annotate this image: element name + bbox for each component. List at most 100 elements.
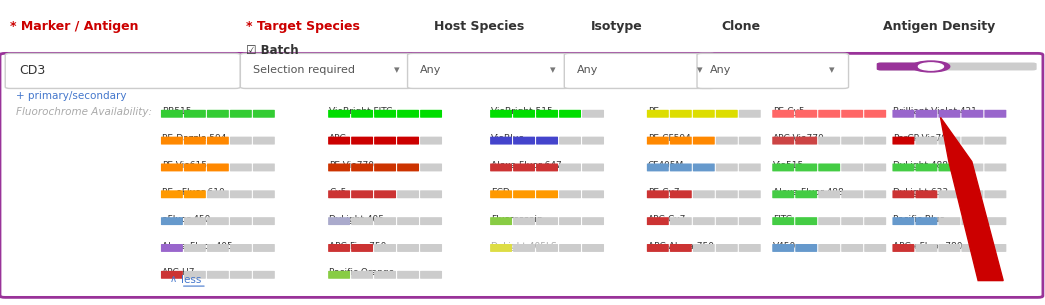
FancyBboxPatch shape [559, 110, 581, 118]
FancyBboxPatch shape [647, 137, 669, 145]
Text: ▾: ▾ [830, 65, 835, 75]
FancyBboxPatch shape [184, 137, 206, 145]
FancyBboxPatch shape [693, 137, 715, 145]
FancyBboxPatch shape [5, 53, 240, 88]
FancyBboxPatch shape [207, 244, 229, 252]
FancyBboxPatch shape [795, 190, 817, 198]
FancyBboxPatch shape [207, 271, 229, 279]
FancyBboxPatch shape [513, 244, 535, 252]
FancyBboxPatch shape [161, 137, 183, 145]
FancyBboxPatch shape [328, 271, 350, 279]
FancyBboxPatch shape [374, 217, 396, 225]
FancyBboxPatch shape [184, 110, 206, 118]
FancyBboxPatch shape [184, 190, 206, 198]
Text: Any: Any [420, 65, 441, 75]
FancyBboxPatch shape [161, 244, 183, 252]
FancyBboxPatch shape [230, 163, 252, 171]
FancyBboxPatch shape [161, 190, 183, 198]
FancyBboxPatch shape [716, 190, 738, 198]
FancyBboxPatch shape [161, 163, 183, 171]
FancyBboxPatch shape [536, 244, 558, 252]
FancyBboxPatch shape [864, 110, 886, 118]
FancyBboxPatch shape [253, 163, 275, 171]
FancyBboxPatch shape [984, 190, 1006, 198]
FancyBboxPatch shape [0, 53, 1043, 297]
FancyBboxPatch shape [984, 137, 1006, 145]
FancyBboxPatch shape [818, 190, 840, 198]
FancyBboxPatch shape [693, 190, 715, 198]
FancyBboxPatch shape [490, 137, 512, 145]
Text: VioBlue: VioBlue [491, 134, 526, 143]
FancyBboxPatch shape [670, 110, 692, 118]
FancyBboxPatch shape [582, 110, 604, 118]
FancyBboxPatch shape [397, 190, 419, 198]
FancyBboxPatch shape [670, 244, 692, 252]
FancyBboxPatch shape [207, 137, 229, 145]
FancyBboxPatch shape [772, 137, 794, 145]
FancyBboxPatch shape [420, 244, 442, 252]
FancyBboxPatch shape [230, 110, 252, 118]
FancyBboxPatch shape [892, 190, 914, 198]
FancyBboxPatch shape [647, 163, 669, 171]
FancyBboxPatch shape [693, 163, 715, 171]
FancyBboxPatch shape [328, 163, 350, 171]
FancyBboxPatch shape [328, 244, 350, 252]
FancyBboxPatch shape [716, 137, 738, 145]
Text: DyLight 405LS: DyLight 405LS [491, 242, 557, 251]
FancyBboxPatch shape [697, 53, 849, 88]
FancyBboxPatch shape [864, 163, 886, 171]
FancyBboxPatch shape [818, 217, 840, 225]
FancyBboxPatch shape [915, 217, 937, 225]
FancyBboxPatch shape [841, 163, 863, 171]
FancyBboxPatch shape [739, 244, 761, 252]
FancyBboxPatch shape [984, 163, 1006, 171]
FancyBboxPatch shape [536, 110, 558, 118]
FancyBboxPatch shape [739, 110, 761, 118]
FancyBboxPatch shape [184, 244, 206, 252]
FancyBboxPatch shape [582, 137, 604, 145]
FancyBboxPatch shape [647, 244, 669, 252]
Text: Selection required: Selection required [253, 65, 355, 75]
FancyBboxPatch shape [716, 244, 738, 252]
FancyBboxPatch shape [536, 163, 558, 171]
FancyBboxPatch shape [864, 190, 886, 198]
FancyBboxPatch shape [253, 244, 275, 252]
FancyBboxPatch shape [647, 217, 669, 225]
Text: Any: Any [710, 65, 730, 75]
FancyBboxPatch shape [513, 190, 535, 198]
FancyBboxPatch shape [795, 244, 817, 252]
Text: Alexa Fluor 405: Alexa Fluor 405 [162, 242, 233, 251]
FancyBboxPatch shape [693, 244, 715, 252]
FancyBboxPatch shape [230, 137, 252, 145]
FancyBboxPatch shape [351, 271, 373, 279]
FancyBboxPatch shape [841, 217, 863, 225]
Text: DyLight 488: DyLight 488 [893, 161, 949, 170]
FancyBboxPatch shape [420, 163, 442, 171]
FancyBboxPatch shape [230, 271, 252, 279]
Text: DyLight 405: DyLight 405 [329, 215, 385, 224]
FancyBboxPatch shape [693, 110, 715, 118]
FancyBboxPatch shape [984, 110, 1006, 118]
FancyBboxPatch shape [374, 190, 396, 198]
Text: Fluorescein: Fluorescein [491, 215, 543, 224]
FancyBboxPatch shape [915, 190, 937, 198]
FancyBboxPatch shape [230, 190, 252, 198]
Text: APC-Fire 750: APC-Fire 750 [329, 242, 387, 251]
FancyBboxPatch shape [670, 217, 692, 225]
Text: Fluorochrome Availability:: Fluorochrome Availability: [16, 107, 152, 117]
FancyBboxPatch shape [841, 110, 863, 118]
FancyBboxPatch shape [559, 137, 581, 145]
FancyBboxPatch shape [938, 190, 960, 198]
FancyBboxPatch shape [961, 217, 983, 225]
FancyBboxPatch shape [513, 217, 535, 225]
FancyBboxPatch shape [397, 163, 419, 171]
FancyBboxPatch shape [739, 217, 761, 225]
Text: DyLight 633: DyLight 633 [893, 188, 949, 197]
FancyBboxPatch shape [397, 271, 419, 279]
Text: eFluor 450: eFluor 450 [162, 215, 210, 224]
FancyBboxPatch shape [253, 190, 275, 198]
FancyBboxPatch shape [351, 163, 373, 171]
Text: ▾: ▾ [697, 65, 702, 75]
FancyBboxPatch shape [351, 244, 373, 252]
Text: APC: APC [329, 134, 347, 143]
